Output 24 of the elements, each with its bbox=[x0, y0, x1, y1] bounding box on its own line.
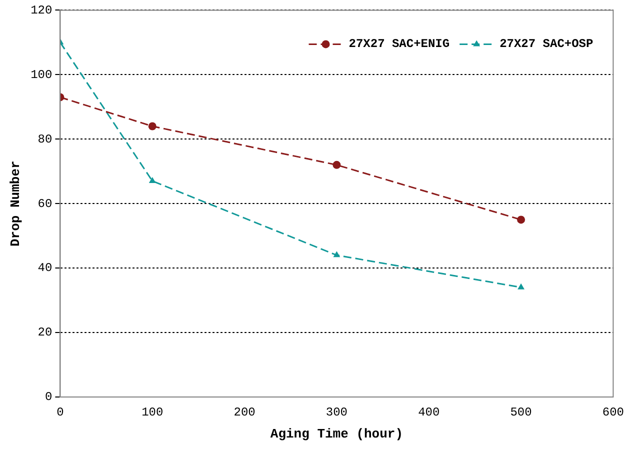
x-tick-label: 600 bbox=[602, 405, 624, 420]
point bbox=[148, 177, 156, 184]
legend-label: 27X27 SAC+OSP bbox=[500, 37, 594, 52]
x-tick-label: 200 bbox=[234, 405, 256, 420]
y-tick-label: 100 bbox=[30, 68, 52, 82]
x-tick-label: 100 bbox=[142, 405, 164, 420]
y-tick-label: 80 bbox=[38, 132, 52, 146]
point bbox=[518, 283, 524, 290]
point bbox=[333, 251, 340, 258]
y-tick-label: 20 bbox=[38, 326, 52, 340]
point bbox=[517, 216, 526, 224]
x-tick-label: 500 bbox=[510, 405, 532, 420]
y-tick-label: 40 bbox=[38, 261, 52, 276]
x-tick-label: 300 bbox=[326, 405, 348, 420]
point bbox=[148, 122, 156, 130]
point bbox=[332, 160, 341, 169]
x-axis-title: Aging Time (hour) bbox=[270, 426, 404, 442]
x-tick-label: 400 bbox=[418, 405, 440, 420]
y-axis-title: Drop Number bbox=[8, 160, 24, 247]
x-tick-label: 0 bbox=[56, 405, 64, 420]
y-tick-label: 120 bbox=[30, 3, 52, 18]
y-tick-label: 60 bbox=[38, 196, 52, 211]
y-tick-label: 0 bbox=[45, 390, 52, 404]
legend-label: 27X27 SAC+ENIG bbox=[348, 37, 450, 52]
